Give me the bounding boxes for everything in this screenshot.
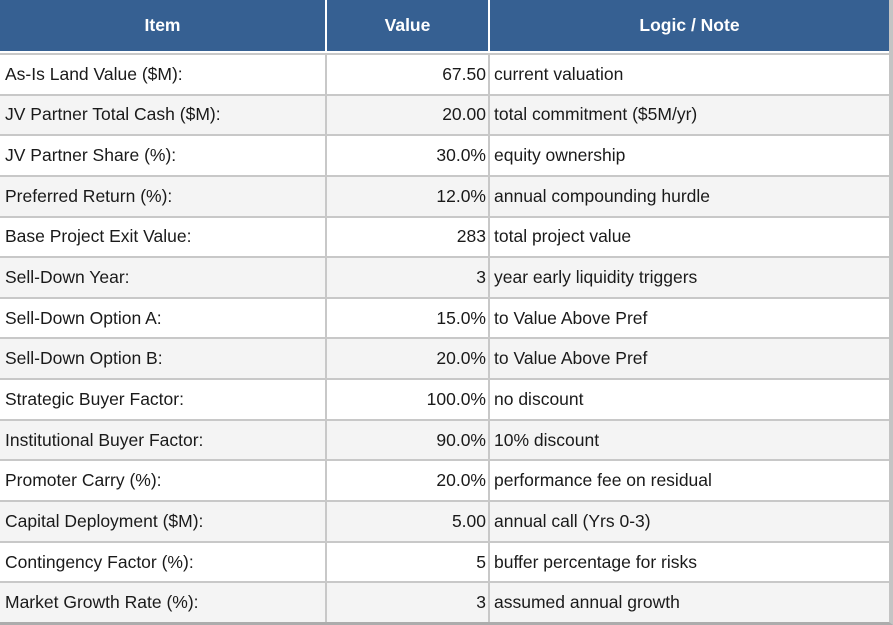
table-row: Contingency Factor (%): 5 buffer percent… xyxy=(0,540,889,582)
table-row: Sell-Down Option B: 20.0% to Value Above… xyxy=(0,337,889,379)
table-row: Base Project Exit Value: 283 total proje… xyxy=(0,215,889,257)
value-cell[interactable]: 67.50 xyxy=(325,53,488,94)
table-row: Market Growth Rate (%): 3 assumed annual… xyxy=(0,581,889,622)
value-cell[interactable]: 90.0% xyxy=(325,418,488,460)
value-cell[interactable]: 12.0% xyxy=(325,174,488,216)
value-cell[interactable]: 283 xyxy=(325,215,488,257)
table-row: Institutional Buyer Factor: 90.0% 10% di… xyxy=(0,418,889,460)
table-row: Preferred Return (%): 12.0% annual compo… xyxy=(0,174,889,216)
note-cell[interactable]: annual compounding hurdle xyxy=(488,174,889,216)
item-cell[interactable]: Preferred Return (%): xyxy=(0,174,325,216)
note-cell[interactable]: equity ownership xyxy=(488,134,889,175)
item-cell[interactable]: Promoter Carry (%): xyxy=(0,459,325,501)
note-cell[interactable]: to Value Above Pref xyxy=(488,296,889,338)
item-cell[interactable]: Sell-Down Year: xyxy=(0,256,325,297)
note-cell[interactable]: annual call (Yrs 0-3) xyxy=(488,500,889,541)
item-cell[interactable]: Capital Deployment ($M): xyxy=(0,500,325,541)
note-cell[interactable]: total project value xyxy=(488,215,889,257)
table-row: JV Partner Share (%): 30.0% equity owner… xyxy=(0,134,889,175)
note-cell[interactable]: buffer percentage for risks xyxy=(488,540,889,582)
note-cell[interactable]: current valuation xyxy=(488,53,889,94)
note-cell[interactable]: total commitment ($5M/yr) xyxy=(488,93,889,135)
item-cell[interactable]: JV Partner Total Cash ($M): xyxy=(0,93,325,135)
value-cell[interactable]: 3 xyxy=(325,581,488,622)
note-cell[interactable]: year early liquidity triggers xyxy=(488,256,889,297)
table-row: Strategic Buyer Factor: 100.0% no discou… xyxy=(0,378,889,419)
value-cell[interactable]: 3 xyxy=(325,256,488,297)
note-cell[interactable]: assumed annual growth xyxy=(488,581,889,622)
value-cell[interactable]: 20.00 xyxy=(325,93,488,135)
value-cell[interactable]: 30.0% xyxy=(325,134,488,175)
table-row: Sell-Down Year: 3 year early liquidity t… xyxy=(0,256,889,297)
table-row: Sell-Down Option A: 15.0% to Value Above… xyxy=(0,296,889,338)
note-cell[interactable]: 10% discount xyxy=(488,418,889,460)
item-cell[interactable]: Strategic Buyer Factor: xyxy=(0,378,325,419)
item-cell[interactable]: JV Partner Share (%): xyxy=(0,134,325,175)
item-cell[interactable]: Institutional Buyer Factor: xyxy=(0,418,325,460)
note-cell[interactable]: performance fee on residual xyxy=(488,459,889,501)
item-cell[interactable]: As-Is Land Value ($M): xyxy=(0,53,325,94)
value-cell[interactable]: 15.0% xyxy=(325,296,488,338)
value-cell[interactable]: 20.0% xyxy=(325,337,488,379)
value-cell[interactable]: 100.0% xyxy=(325,378,488,419)
value-cell[interactable]: 5.00 xyxy=(325,500,488,541)
table-row: Capital Deployment ($M): 5.00 annual cal… xyxy=(0,500,889,541)
item-cell[interactable]: Contingency Factor (%): xyxy=(0,540,325,582)
value-cell[interactable]: 20.0% xyxy=(325,459,488,501)
column-header-note: Logic / Note xyxy=(488,0,889,53)
note-cell[interactable]: no discount xyxy=(488,378,889,419)
item-cell[interactable]: Sell-Down Option A: xyxy=(0,296,325,338)
table-row: As-Is Land Value ($M): 67.50 current val… xyxy=(0,53,889,94)
column-header-value: Value xyxy=(325,0,488,53)
note-cell[interactable]: to Value Above Pref xyxy=(488,337,889,379)
table-row: JV Partner Total Cash ($M): 20.00 total … xyxy=(0,93,889,135)
header-row: Item Value Logic / Note xyxy=(0,0,889,53)
item-cell[interactable]: Base Project Exit Value: xyxy=(0,215,325,257)
item-cell[interactable]: Sell-Down Option B: xyxy=(0,337,325,379)
column-header-item: Item xyxy=(0,0,325,53)
value-cell[interactable]: 5 xyxy=(325,540,488,582)
item-cell[interactable]: Market Growth Rate (%): xyxy=(0,581,325,622)
table-row: Promoter Carry (%): 20.0% performance fe… xyxy=(0,459,889,501)
